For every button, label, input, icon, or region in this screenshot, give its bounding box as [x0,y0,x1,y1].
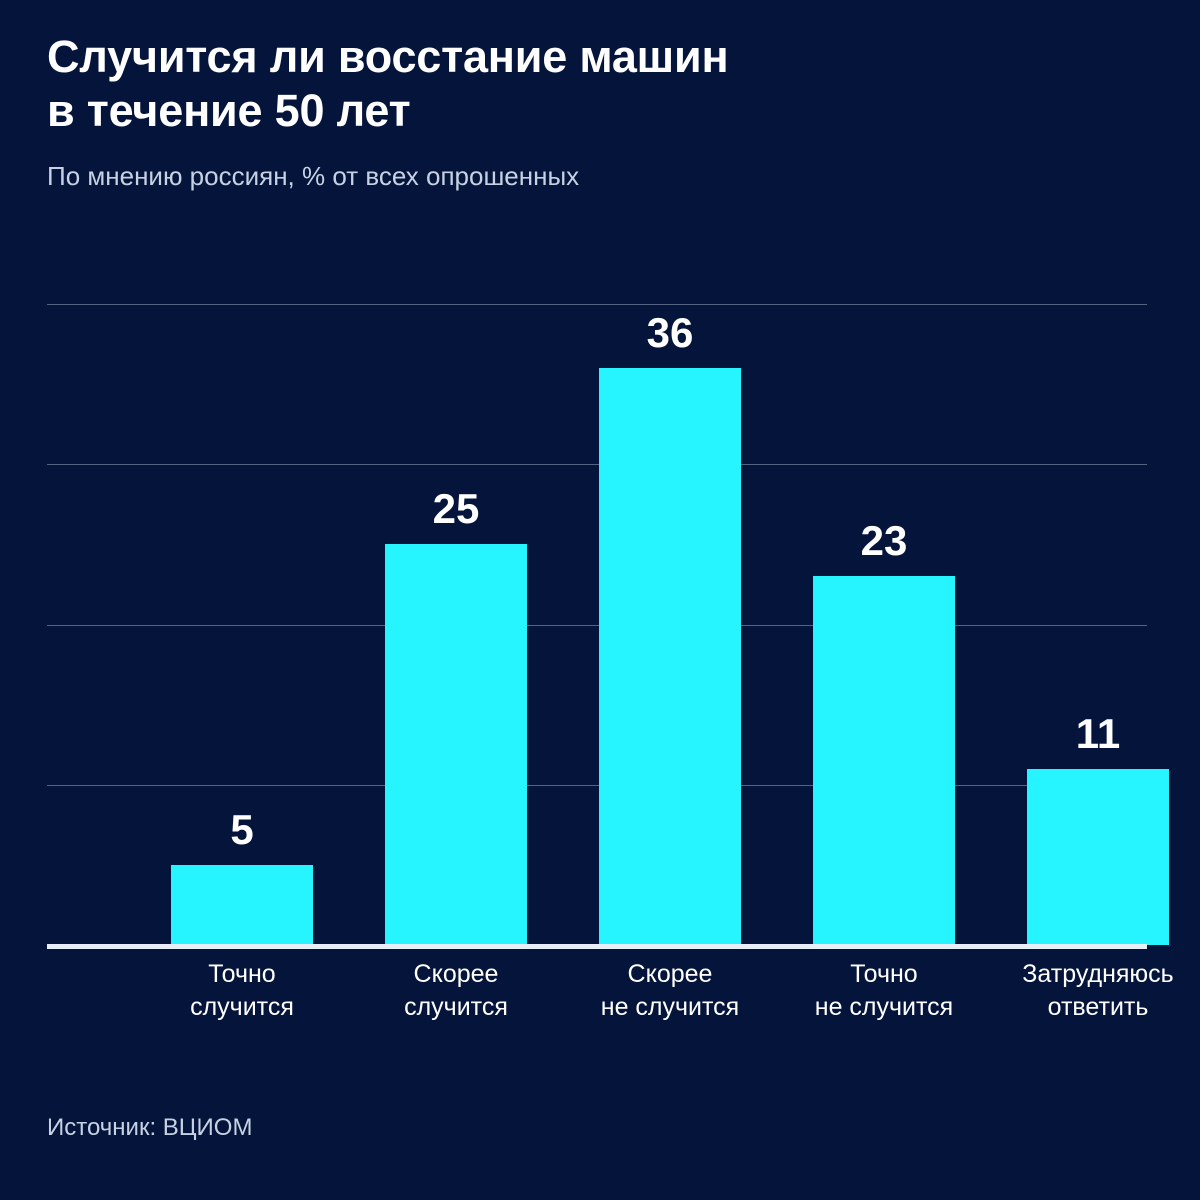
bar[interactable] [171,864,313,945]
bar[interactable] [599,368,741,945]
bar[interactable] [813,576,955,945]
bar-value-label: 23 [860,517,908,565]
x-axis-label: Точно случится [190,960,294,1021]
bar-group[interactable]: 11 [1027,304,1169,945]
bar-group[interactable]: 36 [599,304,741,945]
page-title: Случится ли восстание машин в течение 50… [47,31,729,136]
chart-plot-area: 5 25 36 23 11 [47,304,1169,945]
bar[interactable] [385,544,527,945]
chart-subtitle: По мнению россиян, % от всех опрошенных [47,161,580,191]
bar-value-label: 5 [230,805,254,853]
bar-group[interactable]: 25 [385,304,527,945]
bar-value-label: 11 [1075,709,1121,757]
x-axis-label: Скорее случится [404,960,508,1021]
x-axis-label: Затрудняюсь ответить [1022,960,1174,1021]
bar-group[interactable]: 5 [171,304,313,945]
source-note: Источник: ВЦИОМ [47,1114,253,1141]
chart-header: Случится ли восстание машин в течение 50… [47,30,1147,192]
bar-series: 5 25 36 23 11 [47,304,1169,945]
x-axis-label: Точно не случится [814,960,954,1021]
x-axis-tick-labels: Точно случится Скорее случится Скорее не с… [47,958,1174,1048]
bar-group[interactable]: 23 [813,304,955,945]
x-axis-label: Скорее не случится [600,960,740,1021]
x-axis-line [47,944,1147,949]
bar-value-label: 25 [432,485,480,533]
bar-value-label: 36 [646,309,694,357]
bar[interactable] [1027,768,1169,945]
